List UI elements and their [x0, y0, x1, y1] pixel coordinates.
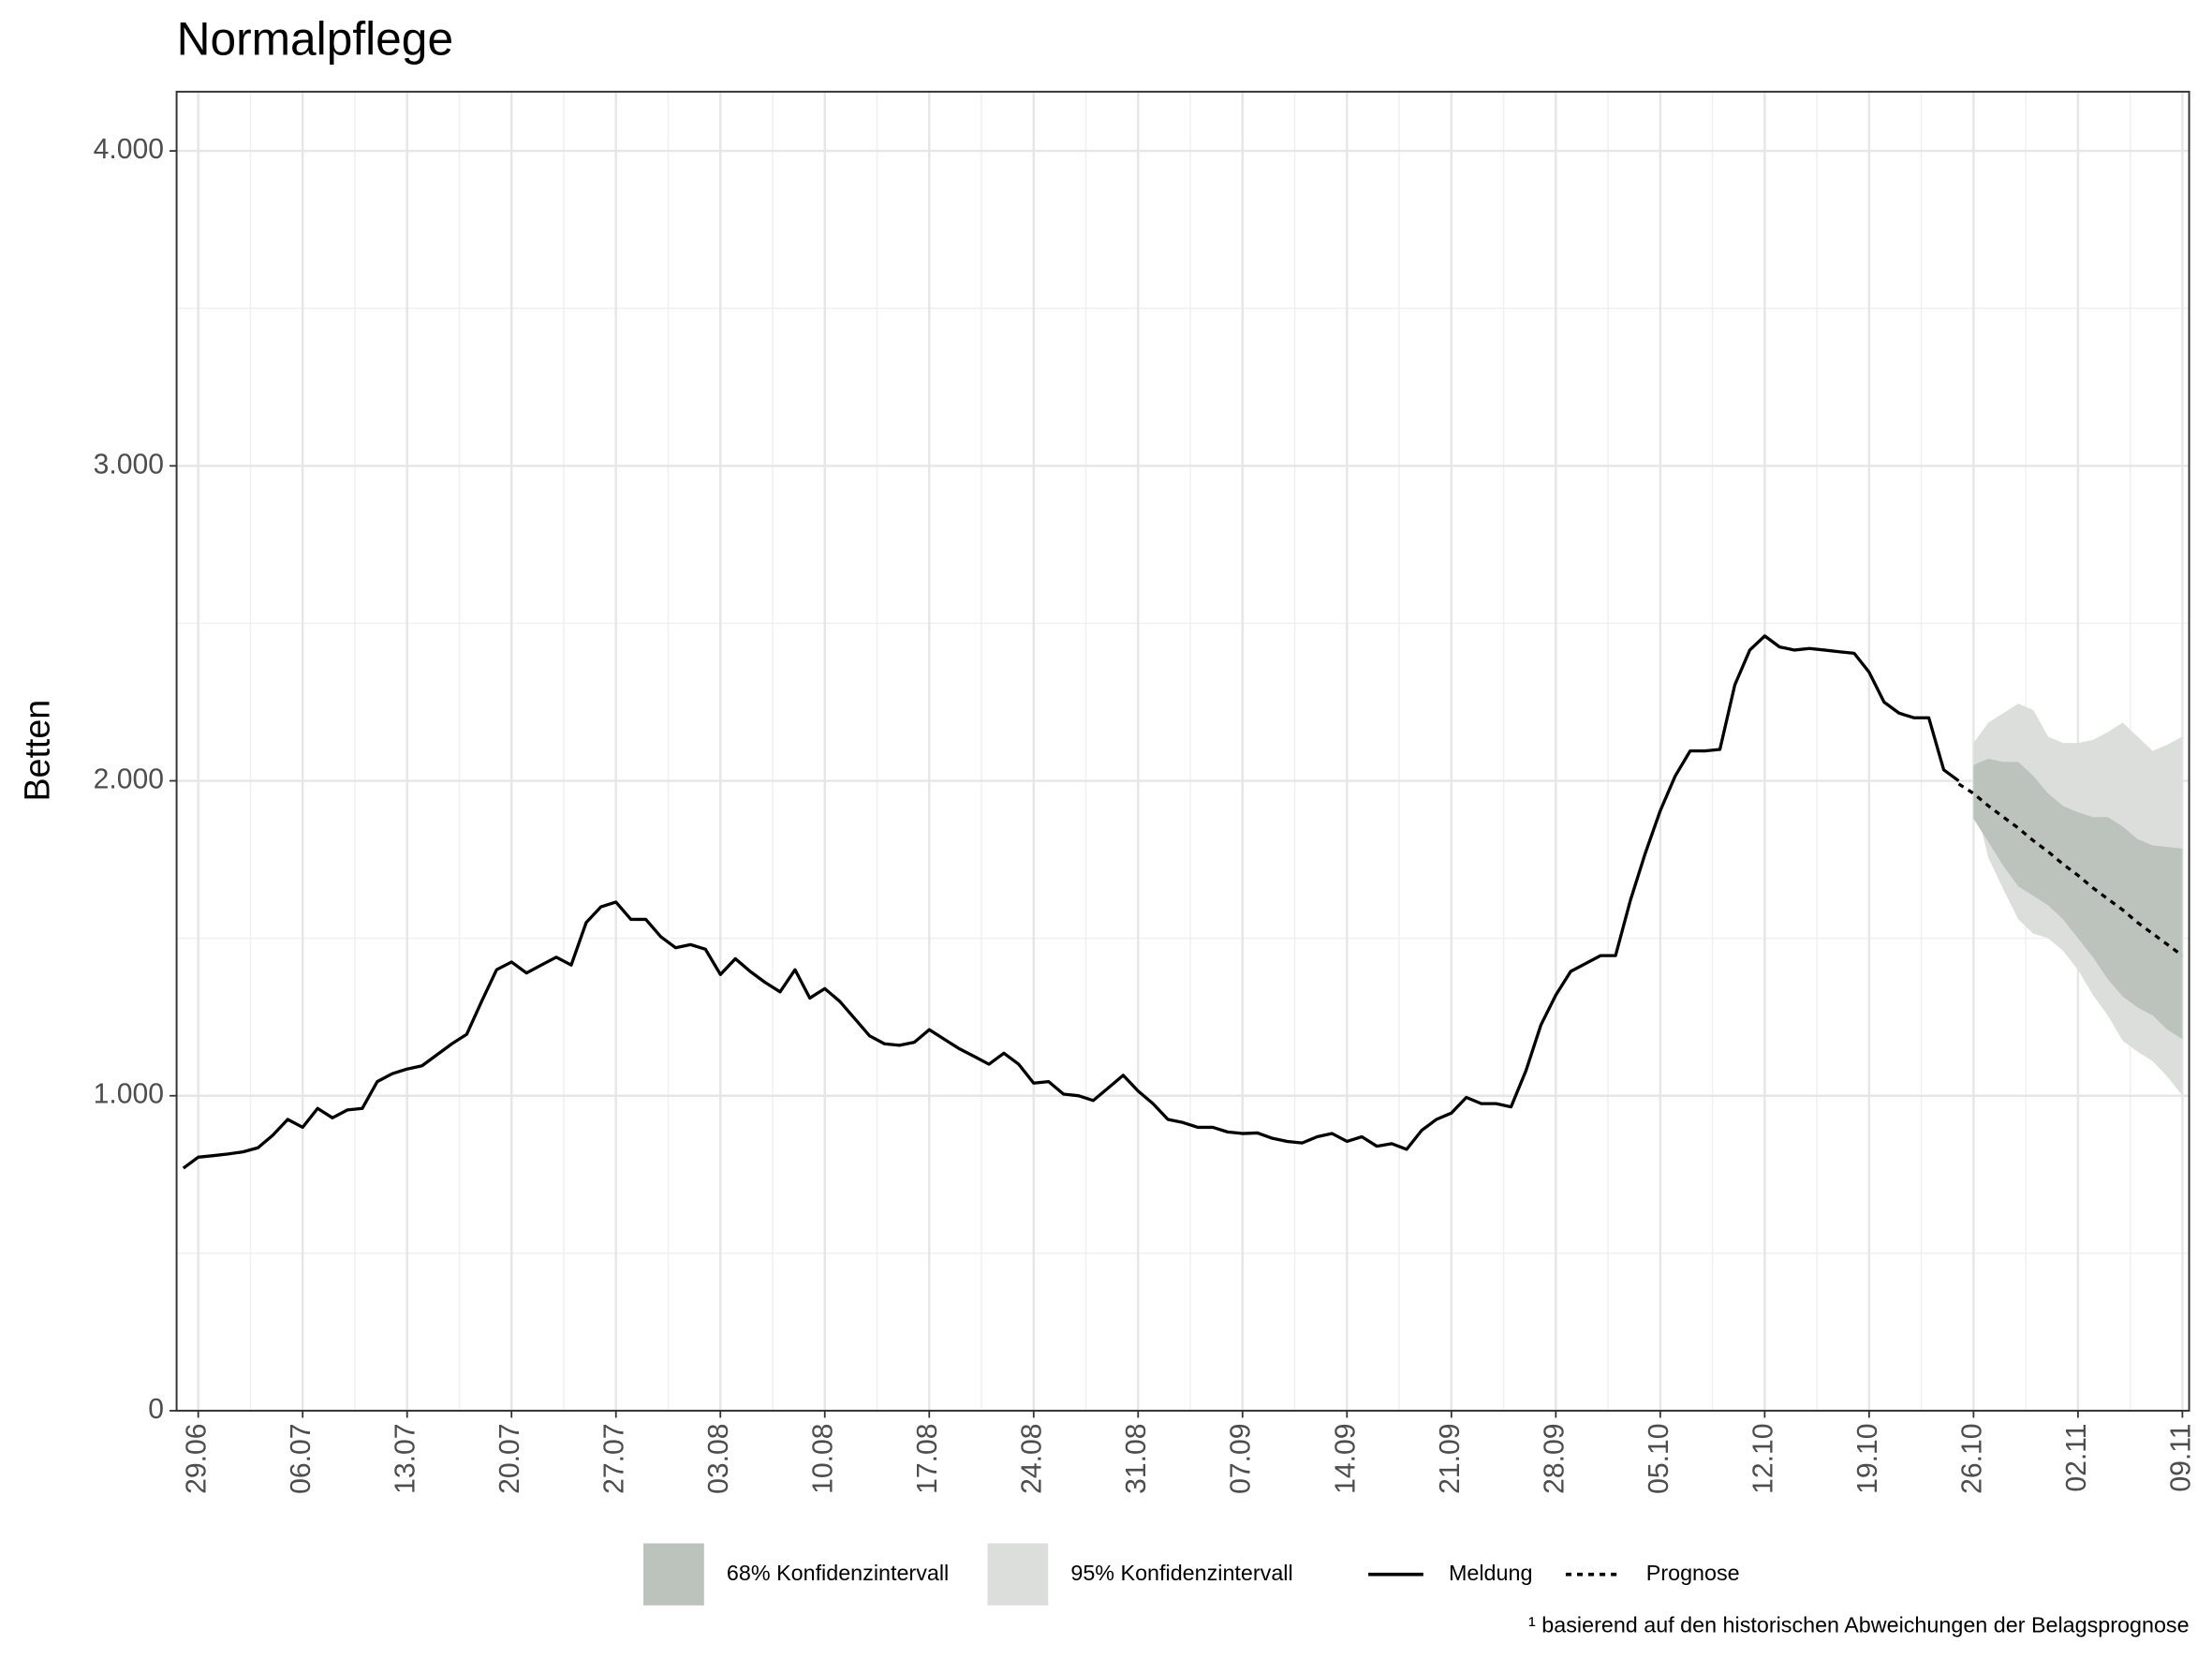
x-tick-label: 10.08 [808, 1424, 839, 1494]
x-tick-label: 12.10 [1747, 1424, 1778, 1494]
grid [176, 91, 2190, 1413]
legend-label: 68% Konfidenzintervall [727, 1561, 949, 1585]
x-tick-label: 05.10 [1644, 1424, 1674, 1494]
series-line [182, 634, 1960, 1170]
x-tick-label: 20.07 [494, 1424, 525, 1494]
x-tick-label: 28.09 [1539, 1424, 1570, 1494]
x-tick-label: 29.06 [182, 1424, 213, 1494]
x-tick-label: 27.07 [599, 1424, 630, 1494]
x-tick-label: 06.07 [286, 1424, 317, 1494]
x-tick-label: 02.11 [2061, 1424, 2092, 1492]
y-tick-label: 4.000 [94, 134, 164, 165]
x-tick-label: 17.08 [912, 1424, 943, 1494]
series-line [1957, 782, 2184, 957]
panel-border [175, 90, 2190, 1412]
x-tick-label: 09.11 [2165, 1424, 2196, 1492]
y-tick-label: 1.000 [94, 1079, 164, 1110]
legend-swatch [987, 1543, 1049, 1606]
legend-label: 95% Konfidenzintervall [1070, 1561, 1292, 1585]
x-tick-label: 26.10 [1956, 1424, 1987, 1494]
x-tick-label: 21.09 [1435, 1424, 1466, 1494]
y-tick-label: 0 [148, 1394, 164, 1425]
legend-swatch [643, 1543, 704, 1606]
x-tick-label: 14.09 [1330, 1424, 1361, 1494]
x-tick-label: 24.08 [1017, 1424, 1048, 1494]
legend-label: Meldung [1449, 1561, 1533, 1585]
x-tick-label: 31.08 [1121, 1424, 1152, 1494]
y-tick-label: 3.000 [94, 449, 164, 480]
x-tick-label: 13.07 [391, 1424, 421, 1494]
footnote: ¹ basierend auf den historischen Abweich… [1528, 1613, 2190, 1637]
x-tick-label: 19.10 [1852, 1424, 1883, 1494]
y-tick-label: 2.000 [94, 763, 164, 794]
legend-label: Prognose [1646, 1561, 1740, 1585]
y-axis-title: Betten [17, 700, 56, 802]
chart-title: Normalpflege [177, 12, 454, 65]
x-tick-label: 07.09 [1226, 1424, 1257, 1494]
confidence-band [1973, 759, 2183, 1040]
x-tick-label: 03.08 [703, 1424, 734, 1494]
